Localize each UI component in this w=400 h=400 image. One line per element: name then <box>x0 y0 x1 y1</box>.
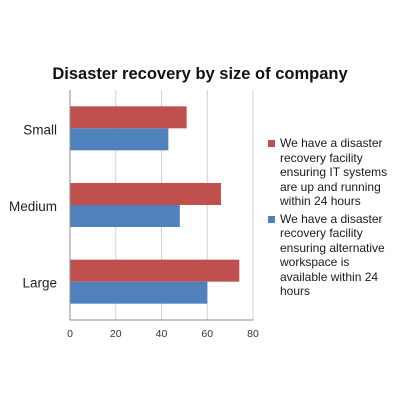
bar-large-series-1 <box>70 259 240 282</box>
category-label: Medium <box>9 199 57 214</box>
bar-large-series-2 <box>70 281 208 304</box>
legend-label: We have a disaster recovery facility ens… <box>280 136 388 208</box>
axis-labels: 0 20 40 60 80 Small Medium Large <box>9 122 259 340</box>
bar-small-series-1 <box>70 106 187 129</box>
legend-swatch <box>268 140 275 147</box>
bar-medium-series-2 <box>70 205 180 227</box>
bar-medium-series-1 <box>70 183 221 205</box>
x-tick-label: 80 <box>247 328 259 340</box>
legend: We have a disaster recovery facility ens… <box>268 136 396 302</box>
legend-label: We have a disaster recovery facility ens… <box>280 211 385 299</box>
axes <box>69 90 253 321</box>
legend-swatch <box>268 215 275 223</box>
chart-title: Disaster recovery by size of company <box>52 65 348 83</box>
category-label: Large <box>22 276 57 291</box>
x-tick-label: 0 <box>67 328 73 340</box>
x-tick-label: 60 <box>201 328 213 340</box>
x-tick-label: 20 <box>110 328 122 340</box>
category-label: Small <box>23 122 57 137</box>
x-tick-label: 40 <box>156 328 168 340</box>
legend-item-2: We have a disaster recovery facility ens… <box>268 212 396 299</box>
legend-item-1: We have a disaster recovery facility ens… <box>268 136 396 209</box>
bars <box>70 106 240 304</box>
bar-small-series-2 <box>70 128 169 151</box>
